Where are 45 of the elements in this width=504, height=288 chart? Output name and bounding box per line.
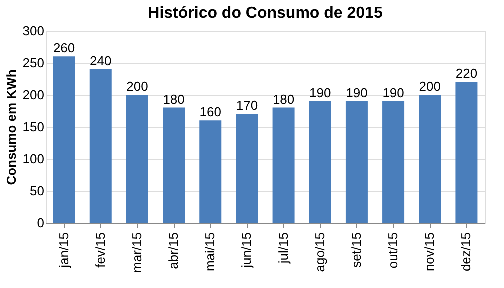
bar: [272, 108, 295, 223]
y-tick-label: 50: [30, 184, 44, 198]
bar: [346, 101, 368, 223]
x-tick-label: jan/15: [56, 232, 72, 269]
bar: [382, 101, 405, 223]
y-tick-label: 150: [22, 120, 44, 134]
data-label: 190: [346, 85, 368, 100]
y-axis-title: Consumo em KWh: [4, 70, 19, 186]
data-label: 260: [53, 40, 76, 56]
bar: [309, 101, 332, 223]
bar: [163, 108, 186, 223]
x-tick-label: mar/15: [129, 232, 144, 273]
bar: [200, 120, 222, 223]
x-tick-label: ago/15: [312, 232, 328, 272]
data-label: 190: [382, 85, 404, 100]
x-tick-label: jun/15: [239, 232, 254, 269]
x-tick-label: fev/15: [92, 232, 108, 268]
data-label: 180: [163, 92, 185, 107]
data-label: 170: [236, 98, 258, 114]
bar: [419, 95, 442, 223]
x-tick-label: set/15: [348, 232, 364, 268]
data-label: 200: [419, 79, 441, 94]
y-tick-label: 100: [22, 152, 44, 166]
bar: [53, 56, 76, 223]
x-tick-label: out/15: [386, 232, 401, 269]
bar: [126, 95, 148, 223]
x-tick-label: nov/15: [422, 232, 438, 272]
bar: [456, 82, 478, 223]
data-label: 180: [272, 92, 295, 107]
data-label: 240: [90, 53, 112, 68]
x-tick-label: dez/15: [458, 232, 474, 272]
y-tick-label: 300: [22, 24, 44, 38]
y-tick-label: 0: [37, 216, 44, 230]
x-tick-label: jul/15: [276, 232, 291, 265]
bar: [236, 114, 258, 223]
data-label: 200: [126, 79, 148, 94]
data-label: 220: [456, 66, 478, 82]
x-tick-label: abr/15: [166, 232, 182, 270]
bar: [90, 69, 112, 223]
y-tick-label: 200: [22, 88, 44, 102]
x-tick-label: mai/15: [202, 232, 218, 272]
data-label: 160: [200, 104, 222, 120]
data-label: 190: [310, 85, 332, 100]
chart-title: Histórico do Consumo de 2015: [148, 5, 383, 22]
y-tick-label: 250: [22, 56, 44, 70]
